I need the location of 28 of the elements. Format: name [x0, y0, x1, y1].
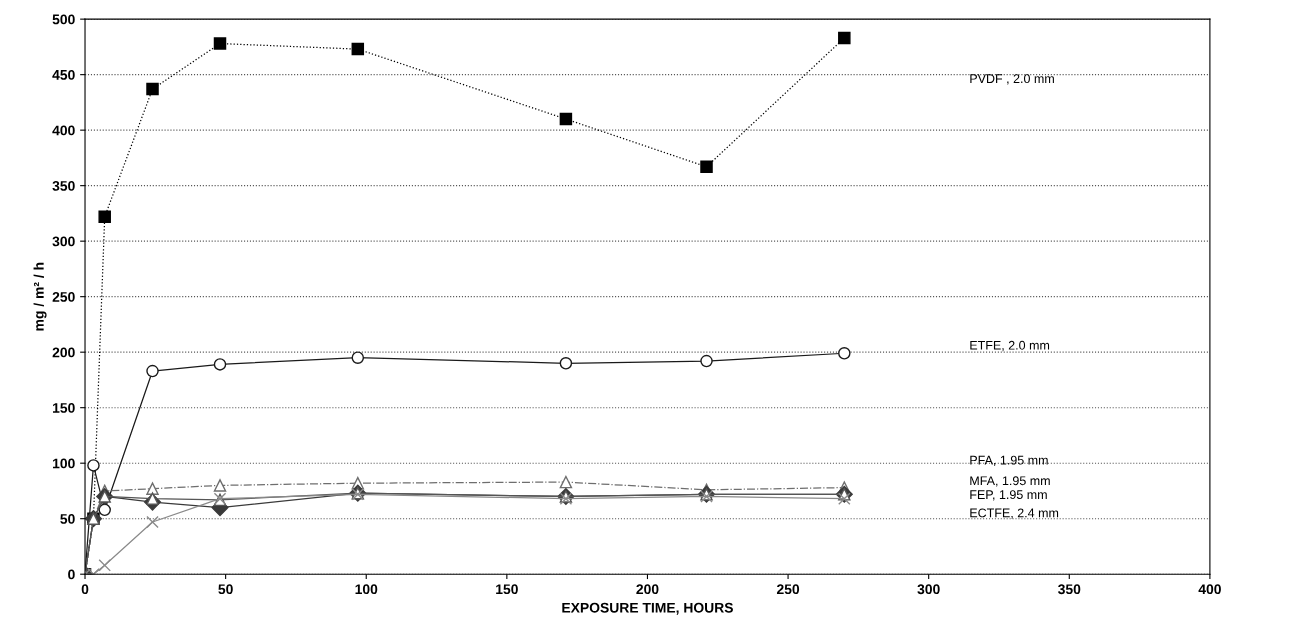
text: FEP, 1.95 mm [970, 490, 1047, 501]
y-tick-label: 200 [52, 347, 75, 358]
y-tick-label: 150 [53, 403, 75, 413]
x-axis-title: EXPOSURE TIME, HOURS [562, 602, 733, 615]
text: ECTFE, 2.4 mm [970, 508, 1059, 519]
y-tick-label: 50 [60, 514, 75, 524]
x-tick-label: 0 [81, 584, 89, 595]
text: ETFE, 2.0 mm [970, 340, 1050, 352]
x-tick-label: 150 [496, 584, 518, 595]
x-tick-label: 50 [218, 584, 233, 595]
y-tick-label: 400 [52, 125, 75, 136]
x-tick-label: 100 [355, 584, 378, 595]
x-tick-label: 200 [636, 584, 659, 595]
y-axis-title: mg / m² / h [33, 262, 47, 331]
y-tick-label: 100 [53, 458, 75, 469]
text: MFA, 1.95 mm [970, 476, 1050, 487]
y-tick-label: 250 [52, 292, 75, 302]
x-tick-label: 400 [1198, 584, 1221, 595]
y-tick-label: 450 [52, 69, 75, 80]
x-tick-label: 350 [1058, 584, 1081, 595]
y-tick-label: 300 [52, 236, 75, 247]
y-tick-label: 350 [52, 180, 75, 191]
y-tick-label: 500 [52, 14, 75, 25]
text: PVDF , 2.0 mm [970, 74, 1054, 85]
x-tick-label: 250 [776, 584, 800, 595]
text: PFA, 1.95 mm [970, 455, 1048, 467]
x-tick-label: 300 [917, 584, 940, 595]
y-tick-label: 0 [68, 569, 75, 580]
